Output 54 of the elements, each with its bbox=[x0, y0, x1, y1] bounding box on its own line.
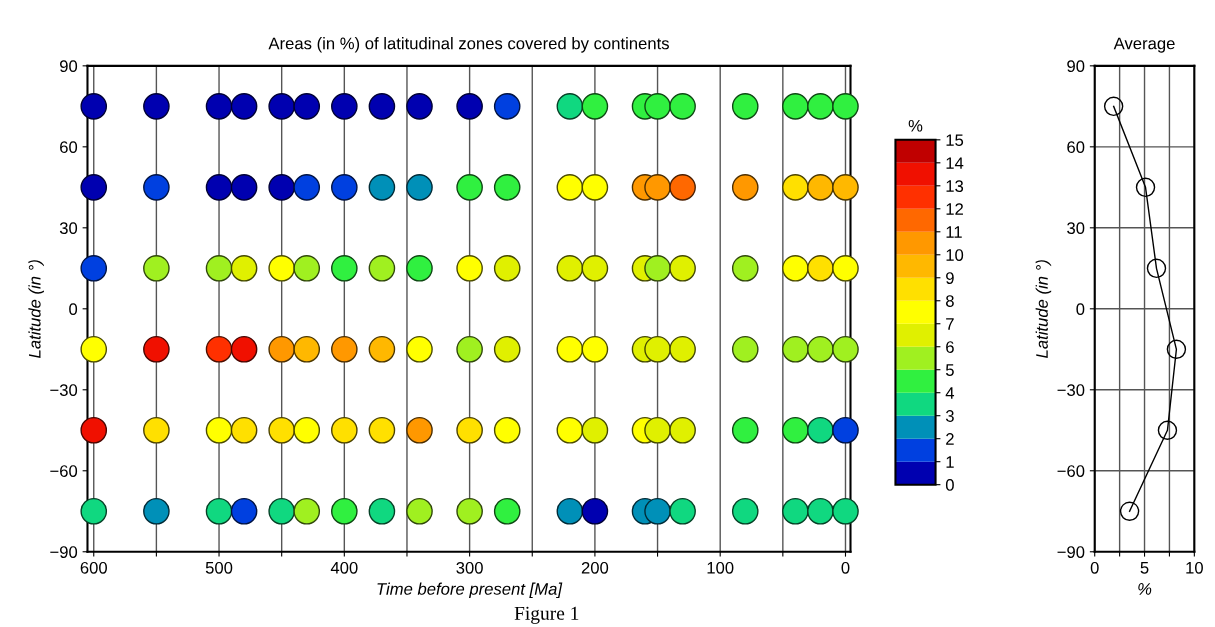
y-tick-label: −60 bbox=[1057, 465, 1085, 477]
x-tick-label: 10 bbox=[1186, 561, 1203, 574]
color-bar-title: % bbox=[908, 119, 923, 132]
point bbox=[1166, 339, 1187, 360]
y-tick-label: 0 bbox=[69, 303, 78, 315]
color-bar-label: 7 bbox=[946, 318, 954, 330]
x-tick-label: 0 bbox=[841, 561, 850, 574]
x-tick-label: 100 bbox=[707, 561, 734, 574]
chart-title: Average bbox=[1113, 37, 1175, 53]
x-tick-label: 5 bbox=[1140, 562, 1149, 574]
x-tick-label: 0 bbox=[1090, 561, 1099, 574]
y-axis-title: Latitude (in °) bbox=[1035, 260, 1052, 358]
x-tick-label: 600 bbox=[80, 561, 107, 574]
x-axis-title: % bbox=[1138, 583, 1152, 595]
point bbox=[1135, 177, 1156, 198]
point bbox=[1119, 501, 1140, 521]
color-bar-label: 3 bbox=[945, 410, 954, 422]
y-axis-title: Latitude (in °) bbox=[28, 260, 44, 358]
color-bar-label: 12 bbox=[946, 203, 963, 215]
color-bar-label: 9 bbox=[946, 272, 954, 284]
y-tick-label: 60 bbox=[60, 141, 78, 154]
caption: Figure 1 bbox=[514, 606, 579, 624]
color-bar-label: 14 bbox=[946, 157, 964, 169]
color-bar-label: 11 bbox=[946, 226, 962, 238]
x-tick-label: 500 bbox=[205, 561, 233, 574]
point bbox=[1146, 258, 1167, 279]
x-tick-label: 200 bbox=[581, 561, 609, 574]
y-tick-label: −30 bbox=[50, 384, 78, 396]
color-bar-label: 4 bbox=[945, 387, 955, 399]
chart-title: Areas (in %) of latitudinal zones covered by continents bbox=[268, 37, 669, 53]
x-tick-label: 400 bbox=[330, 561, 358, 574]
color-bar-label: 6 bbox=[946, 341, 954, 353]
y-tick-label: 60 bbox=[1067, 141, 1085, 154]
color-bar-label: 0 bbox=[945, 479, 954, 491]
y-tick-label: 30 bbox=[1067, 222, 1085, 235]
y-tick-label: −90 bbox=[50, 546, 78, 558]
point bbox=[1103, 96, 1124, 117]
y-tick-label: 30 bbox=[59, 222, 78, 235]
x-tick-label: 300 bbox=[456, 561, 483, 574]
color-bar-label: 8 bbox=[946, 295, 954, 307]
y-tick-label: 90 bbox=[1067, 60, 1085, 73]
y-tick-label: 90 bbox=[60, 60, 78, 73]
color-bar-label: 5 bbox=[945, 364, 954, 376]
color-bar-label: 15 bbox=[946, 134, 964, 147]
color-bar-label: 13 bbox=[946, 180, 964, 192]
color-bar-label: 2 bbox=[946, 433, 954, 445]
y-tick-label: −30 bbox=[1057, 384, 1085, 396]
x-axis-title: Time before present [Ma] bbox=[377, 582, 563, 599]
y-tick-label: 0 bbox=[1076, 303, 1085, 315]
y-tick-label: −90 bbox=[1057, 546, 1085, 558]
color-bar-label: 1 bbox=[946, 456, 954, 468]
color-bar-label: 10 bbox=[946, 249, 964, 261]
point bbox=[1157, 420, 1178, 441]
y-tick-label: −60 bbox=[50, 465, 78, 477]
